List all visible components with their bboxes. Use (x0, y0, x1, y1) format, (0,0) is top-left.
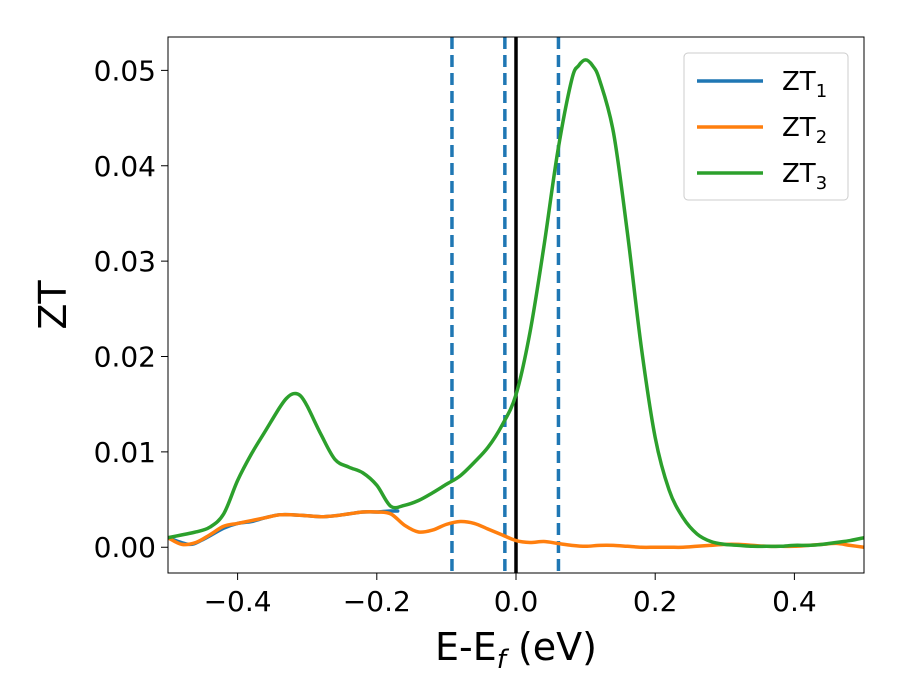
y-tick-label: 0.03 (94, 245, 156, 278)
x-axis-label-unit: (eV) (506, 625, 597, 669)
x-tick-label: 0.2 (633, 585, 678, 618)
x-tick-label: 0.0 (494, 585, 539, 618)
y-tick-label: 0.04 (94, 150, 156, 183)
legend-box (683, 52, 849, 201)
y-tick-label: 0.02 (94, 341, 156, 374)
y-axis-label: ZT (31, 280, 75, 330)
y-tick-label: 0.05 (94, 54, 156, 87)
x-axis-label: E-Ef (eV) (435, 625, 597, 675)
x-tick-label: −0.2 (343, 585, 411, 618)
legend-label-zt3: ZT3 (782, 159, 827, 194)
x-tick-label: −0.4 (204, 585, 272, 618)
series-line-zt3 (168, 58, 864, 549)
x-axis-label-main: E-E (435, 625, 497, 669)
y-tick-label: 0.00 (94, 531, 156, 564)
legend-label-zt1: ZT1 (782, 67, 827, 102)
x-tick-label: 0.4 (772, 585, 817, 618)
legend: ZT1 ZT2 ZT3 (683, 52, 849, 201)
legend-label-zt2: ZT2 (782, 113, 827, 148)
y-tick-label: 0.01 (94, 436, 156, 469)
